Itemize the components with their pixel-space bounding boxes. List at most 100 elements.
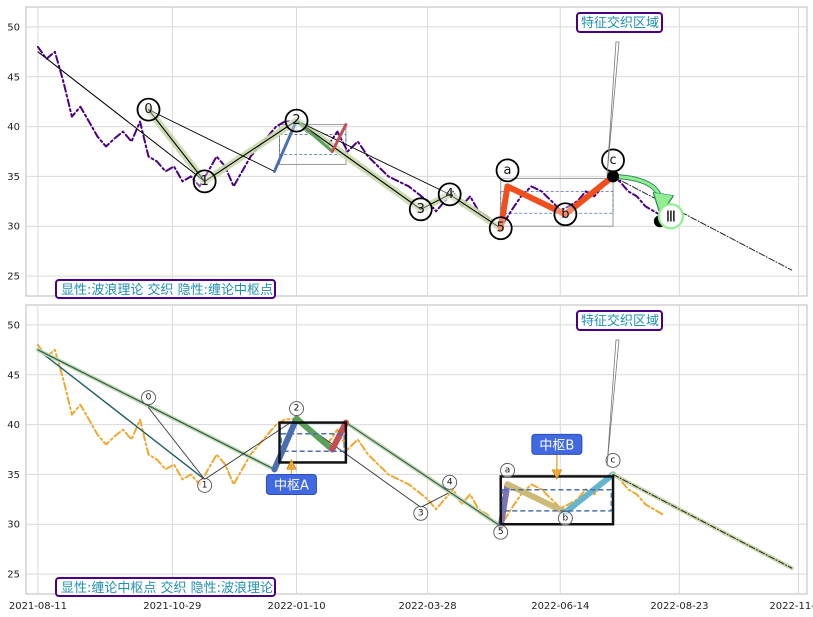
wave-lines-bottom bbox=[35, 347, 794, 571]
wave-label-5: 5 bbox=[498, 527, 504, 537]
wave-label-1: 1 bbox=[202, 480, 208, 490]
trend-line-bottom-2 bbox=[37, 349, 275, 470]
wave-marker-4 bbox=[442, 474, 458, 490]
note-text-bottom: 显性:缠论中枢点 交织 隐性:波浪理论 bbox=[61, 580, 273, 596]
y-tick-label: 30 bbox=[7, 222, 20, 233]
center-box-inner-b bbox=[501, 489, 613, 512]
y-tick-label: 45 bbox=[7, 370, 20, 381]
center-boxes-bottom: 中枢A 中枢B bbox=[265, 421, 615, 526]
center-a-stroke bbox=[329, 419, 349, 453]
center-b-stroke bbox=[562, 471, 617, 516]
zone-label-box-bottom bbox=[576, 310, 663, 331]
wave-marker-a bbox=[500, 462, 515, 478]
projection-line-bottom bbox=[612, 473, 793, 569]
y-ticks-top: 25 30 35 40 45 50 bbox=[7, 22, 20, 282]
y-tick-label: 50 bbox=[7, 320, 20, 331]
y-tick-label: 45 bbox=[7, 72, 20, 83]
y-tick-label: 35 bbox=[7, 172, 20, 183]
zone-pointer-top bbox=[606, 41, 620, 177]
wave-markers-top: 0 1 2 3 4 5 a b c Ⅲ bbox=[136, 97, 684, 241]
projection-line-top bbox=[612, 175, 793, 271]
y-tick-label: 35 bbox=[7, 470, 20, 481]
wave-marker-b bbox=[553, 202, 578, 227]
x-ticks: 2021-08-11 2021-10-29 2022-01-10 2022-03-28… bbox=[9, 601, 813, 612]
y-tick-label: 50 bbox=[7, 22, 20, 33]
wave-label-0: 0 bbox=[144, 102, 152, 117]
y-tick-label: 25 bbox=[7, 570, 20, 581]
wave-label-0: 0 bbox=[146, 393, 152, 403]
annotations-bottom: 显性:缠论中枢点 交织 隐性:波浪理论 特征交织区域 bbox=[55, 310, 663, 597]
wave-marker-Ⅲ bbox=[657, 203, 684, 230]
y-tick-label: 25 bbox=[7, 272, 20, 283]
trend-line-top-4 bbox=[296, 120, 451, 195]
zone-label-top: 特征交织区域 bbox=[581, 15, 659, 31]
arrow-c-to-iii bbox=[612, 174, 661, 210]
wave-line-bottom-2 bbox=[345, 422, 502, 527]
wave-marker-3 bbox=[408, 197, 433, 222]
price-line-bottom bbox=[36, 343, 664, 528]
center-tag-label: 中枢B bbox=[539, 438, 574, 453]
price-series-bottom bbox=[36, 343, 664, 528]
annotations-top: 显性:波浪理论 交织 隐性:缠论中枢点 特征交织区域 bbox=[55, 12, 663, 299]
price-line-top bbox=[36, 45, 664, 230]
plot-area-top bbox=[25, 6, 808, 297]
wave-marker-a bbox=[495, 158, 520, 183]
y-tick-label: 40 bbox=[7, 420, 20, 431]
x-tick-label: 2022-11-01 bbox=[769, 601, 813, 612]
x-tick-label: 2021-10-29 bbox=[143, 601, 201, 612]
wave-marker-c bbox=[605, 452, 621, 468]
wave-label-3: 3 bbox=[417, 202, 425, 217]
abc-highlight-top bbox=[497, 173, 616, 232]
grid-top bbox=[26, 7, 807, 296]
x-tick-label: 2022-01-10 bbox=[267, 601, 325, 612]
wave-label-c: c bbox=[609, 153, 616, 168]
plot-area-bottom bbox=[25, 304, 808, 595]
y-tick-label: 40 bbox=[7, 122, 20, 133]
wave-marker-3 bbox=[413, 505, 429, 521]
note-box-bottom bbox=[55, 577, 276, 597]
wave-label-a: a bbox=[504, 163, 512, 178]
trend-line-top-3 bbox=[148, 109, 275, 172]
note-text-top: 显性:波浪理论 交织 隐性:缠论中枢点 bbox=[61, 282, 273, 298]
center-tag-box bbox=[531, 433, 583, 455]
note-box-top bbox=[55, 279, 276, 299]
center-tag-box bbox=[265, 473, 317, 495]
wave-label-a: a bbox=[505, 465, 511, 475]
wave-label-2: 2 bbox=[294, 404, 300, 414]
wave-marker-0 bbox=[141, 390, 156, 406]
wave-marker-4 bbox=[437, 182, 462, 207]
wave-marker-5 bbox=[488, 216, 513, 241]
wave-marker-0 bbox=[136, 97, 161, 122]
x-tick-label: 2022-06-14 bbox=[531, 601, 589, 612]
trend-line-top-2 bbox=[148, 109, 422, 210]
y-tick-label: 30 bbox=[7, 520, 20, 531]
wave-label-c: c bbox=[611, 455, 616, 465]
y-ticks-bottom: 25 30 35 40 45 50 bbox=[7, 320, 20, 580]
wave-label-Ⅲ: Ⅲ bbox=[666, 207, 676, 225]
wave-marker-5 bbox=[493, 524, 509, 540]
center-box-inner-a bbox=[280, 433, 345, 453]
x-tick-label: 2021-08-11 bbox=[9, 601, 67, 612]
wave-label-4: 4 bbox=[446, 187, 454, 202]
center-stroke-top bbox=[330, 123, 348, 153]
wave-dot bbox=[607, 170, 620, 183]
wave-label-b: b bbox=[561, 207, 569, 222]
zone-label-bottom: 特征交织区域 bbox=[581, 313, 659, 329]
x-tick-label: 2022-03-28 bbox=[398, 601, 456, 612]
wave-marker-2 bbox=[289, 401, 304, 417]
wave-marker-1 bbox=[192, 169, 217, 194]
wave-label-3: 3 bbox=[418, 508, 424, 518]
zone-label-box-top bbox=[576, 12, 663, 33]
price-series-top bbox=[36, 45, 664, 230]
center-a-stroke bbox=[271, 415, 300, 473]
center-stroke-top bbox=[295, 119, 334, 153]
center-tag-label: 中枢A bbox=[274, 478, 309, 493]
x-tick-label: 2022-08-23 bbox=[650, 601, 708, 612]
center-stroke-top bbox=[272, 119, 299, 173]
center-box-a bbox=[278, 421, 348, 464]
wave-marker-2 bbox=[284, 108, 309, 133]
center-b-stroke bbox=[504, 481, 569, 516]
zone-pointer-bottom bbox=[606, 339, 620, 467]
